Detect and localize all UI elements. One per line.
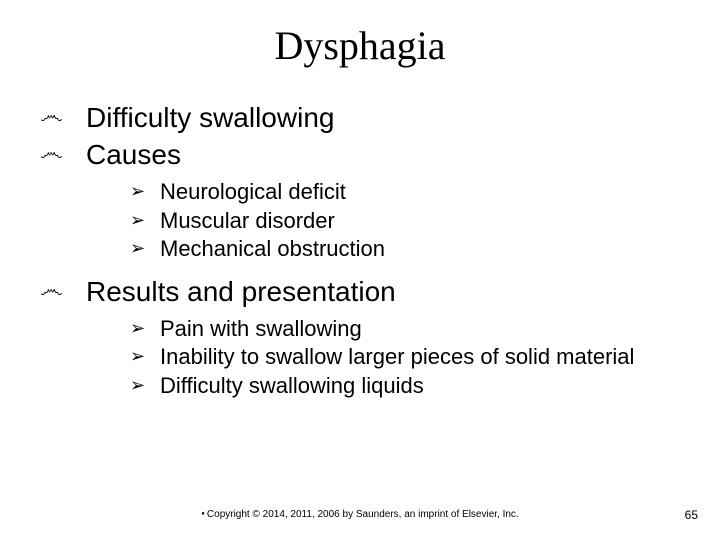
sublist: ➢ Neurological deficit ➢ Muscular disord… xyxy=(130,178,680,264)
list-item-text: Mechanical obstruction xyxy=(160,235,385,264)
list-item-text: Causes xyxy=(86,137,181,172)
page-number: 65 xyxy=(685,508,698,522)
list-item-text: Muscular disorder xyxy=(160,207,335,236)
bullet-level2-icon: ➢ xyxy=(130,343,160,370)
footer-bullet-icon: ● xyxy=(201,511,205,517)
footer-copyright: ●Copyright © 2014, 2011, 2006 by Saunder… xyxy=(0,509,720,520)
slide-body: ෴ Difficulty swallowing ෴ Causes ➢ Neuro… xyxy=(40,100,680,411)
bullet-level2-icon: ➢ xyxy=(130,372,160,399)
footer-text: Copyright © 2014, 2011, 2006 by Saunders… xyxy=(207,509,519,520)
bullet-level2-icon: ➢ xyxy=(130,315,160,342)
list-item: ➢ Muscular disorder xyxy=(130,207,680,236)
bullet-level2-icon: ➢ xyxy=(130,235,160,262)
list-item-text: Difficulty swallowing liquids xyxy=(160,372,424,401)
list-item: ෴ Causes xyxy=(40,137,680,172)
bullet-level1-icon: ෴ xyxy=(40,100,86,134)
slide-title: Dysphagia xyxy=(0,22,720,69)
list-item-text: Results and presentation xyxy=(86,274,396,309)
list-item: ෴ Results and presentation xyxy=(40,274,680,309)
sublist: ➢ Pain with swallowing ➢ Inability to sw… xyxy=(130,315,680,401)
list-item: ➢ Mechanical obstruction xyxy=(130,235,680,264)
list-item: ➢ Pain with swallowing xyxy=(130,315,680,344)
list-item: ➢ Neurological deficit xyxy=(130,178,680,207)
bullet-level2-icon: ➢ xyxy=(130,178,160,205)
list-item-text: Neurological deficit xyxy=(160,178,346,207)
list-item: ➢ Difficulty swallowing liquids xyxy=(130,372,680,401)
list-item: ➢ Inability to swallow larger pieces of … xyxy=(130,343,680,372)
list-item-text: Pain with swallowing xyxy=(160,315,362,344)
list-item: ෴ Difficulty swallowing xyxy=(40,100,680,135)
slide: Dysphagia ෴ Difficulty swallowing ෴ Caus… xyxy=(0,0,720,540)
bullet-level1-icon: ෴ xyxy=(40,137,86,171)
bullet-level1-icon: ෴ xyxy=(40,274,86,308)
list-item-text: Inability to swallow larger pieces of so… xyxy=(160,343,634,372)
list-item-text: Difficulty swallowing xyxy=(86,100,334,135)
bullet-level2-icon: ➢ xyxy=(130,207,160,234)
